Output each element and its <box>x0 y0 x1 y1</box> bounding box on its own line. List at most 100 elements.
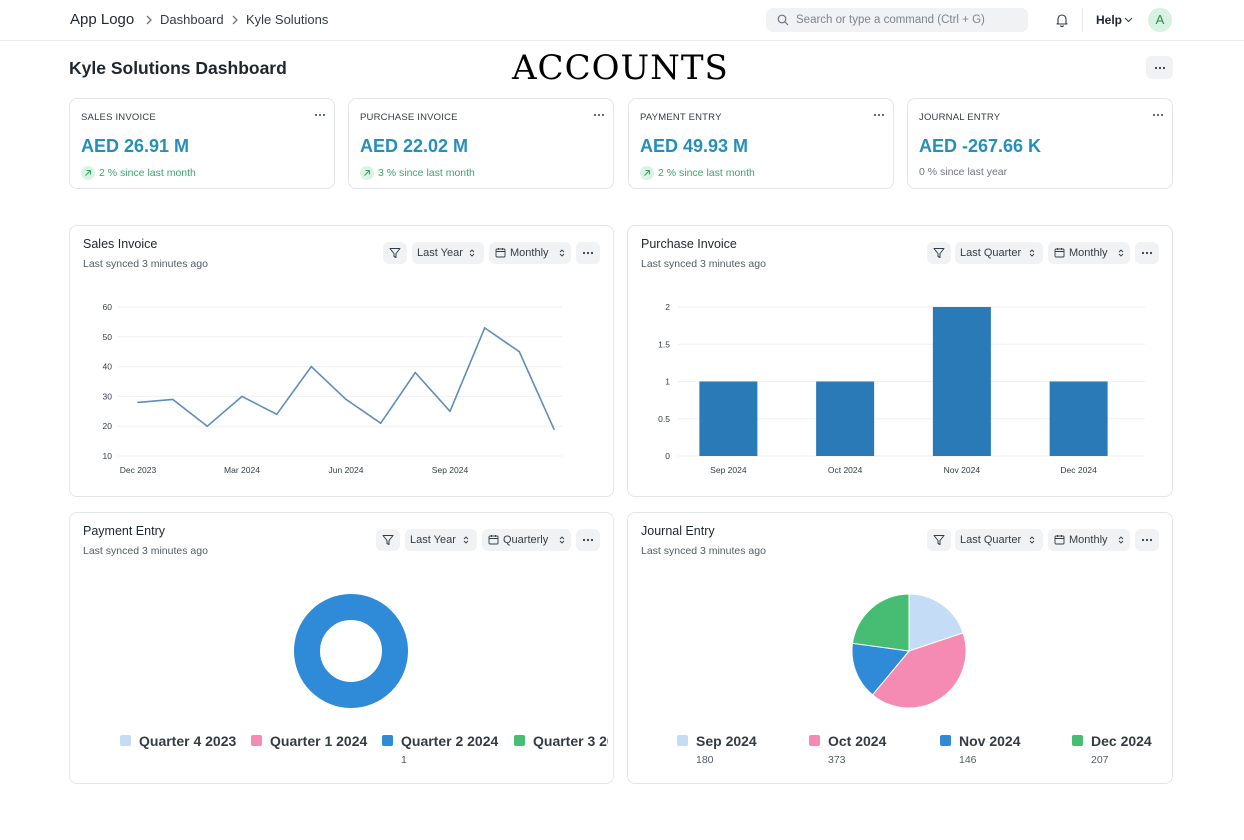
chart-more-button[interactable] <box>576 529 600 551</box>
period-select-value: Last Year <box>417 247 463 259</box>
legend-value: 180 <box>696 754 714 766</box>
chart-more-button[interactable] <box>1135 529 1159 551</box>
filter-icon <box>933 248 945 258</box>
search-input[interactable] <box>796 11 1021 29</box>
legend-swatch <box>382 735 393 746</box>
breadcrumb-dashboard[interactable]: Dashboard <box>160 12 224 27</box>
breadcrumb-kyle-solutions[interactable]: Kyle Solutions <box>246 12 329 27</box>
bar <box>699 381 758 456</box>
data-point <box>171 398 174 401</box>
legend-value: 207 <box>1091 754 1109 766</box>
y-tick-label: 1.5 <box>658 339 670 349</box>
data-point <box>483 327 486 329</box>
calendar-icon <box>488 535 499 545</box>
journal-entry-pie-chart: Sep 2024 180 Oct 2024 373 Nov 2024 146 Dec 202… <box>677 593 1152 766</box>
chart-card-payment-entry: Payment Entry Last synced 3 minutes ago … <box>69 512 614 784</box>
filter-icon <box>382 535 394 545</box>
trend-text: 3 % since last month <box>378 167 475 179</box>
x-tick-label: Sep 2024 <box>432 465 469 475</box>
sales-invoice-line-chart: 10 20 30 40 50 60 Dec 2023 Mar 2024 Jun 2024 Sep … <box>103 302 562 475</box>
legend-swatch <box>677 735 688 746</box>
interval-select[interactable]: Monthly <box>1048 242 1130 264</box>
number-card-journal-entry: JOURNAL ENTRY AED -267.66 K 0 % since la… <box>907 98 1173 189</box>
data-point <box>137 401 139 404</box>
legend-value: 1 <box>401 754 407 766</box>
chart-subtitle: Last synced 3 minutes ago <box>641 258 766 270</box>
x-tick-label: Jun 2024 <box>329 465 364 475</box>
legend-swatch <box>940 735 951 746</box>
page-more-button[interactable] <box>1146 56 1173 79</box>
more-horizontal-icon[interactable] <box>591 109 607 121</box>
number-card-title: SALES INVOICE <box>81 112 156 123</box>
more-horizontal-icon[interactable] <box>1150 109 1166 121</box>
data-point <box>345 398 347 401</box>
filter-button[interactable] <box>927 242 951 264</box>
data-point <box>241 395 243 398</box>
chart-card-sales-invoice: Sales Invoice Last synced 3 minutes ago … <box>69 225 614 497</box>
chart-more-button[interactable] <box>1135 242 1159 264</box>
legend-label: Quarter 1 2024 <box>270 733 367 749</box>
legend-swatch <box>514 735 525 746</box>
legend-swatch <box>809 735 820 746</box>
data-point <box>449 410 451 413</box>
more-horizontal-icon[interactable] <box>871 109 887 121</box>
data-point <box>275 413 278 416</box>
pie-slice <box>851 593 910 652</box>
app-logo[interactable]: App Logo <box>70 11 135 28</box>
chart-subtitle: Last synced 3 minutes ago <box>83 545 208 557</box>
number-card-title: PAYMENT ENTRY <box>640 112 722 123</box>
interval-select[interactable]: Quarterly <box>482 529 571 551</box>
interval-select[interactable]: Monthly <box>1048 529 1130 551</box>
filter-icon <box>389 248 401 258</box>
number-card-sales-invoice: SALES INVOICE AED 26.91 M 2 % since last… <box>69 98 335 189</box>
search-icon <box>777 14 789 26</box>
chart-card-purchase-invoice: Purchase Invoice Last synced 3 minutes a… <box>627 225 1173 497</box>
filter-button[interactable] <box>927 529 951 551</box>
pie-slice <box>908 593 964 652</box>
notification-bell-icon[interactable] <box>1054 12 1070 28</box>
y-tick-label: 50 <box>103 332 113 342</box>
period-select[interactable]: Last Year <box>405 529 477 551</box>
help-menu[interactable]: Help <box>1096 13 1123 27</box>
select-arrows-icon <box>559 536 565 544</box>
chart-more-button[interactable] <box>576 242 600 264</box>
more-horizontal-icon <box>1154 66 1165 69</box>
purchase-invoice-bar-chart: 0 0.5 1 1.5 2 Sep 2024 Oct 2024 Nov 2024 Dec 202… <box>658 302 1145 475</box>
avatar[interactable]: A <box>1148 8 1172 32</box>
y-tick-label: 10 <box>103 451 113 461</box>
chevron-down-icon[interactable] <box>1124 15 1133 24</box>
period-select[interactable]: Last Year <box>412 242 484 264</box>
arrow-up-right-icon <box>640 166 654 180</box>
filter-button[interactable] <box>376 529 400 551</box>
trend-text: 2 % since last month <box>99 167 196 179</box>
legend-label: Quarter 2 2024 <box>401 733 498 749</box>
data-point <box>206 425 209 427</box>
y-tick-label: 1 <box>665 377 670 387</box>
top-navbar: App Logo Dashboard Kyle Solutions Help A <box>0 0 1244 41</box>
y-tick-label: 20 <box>103 421 113 431</box>
period-select[interactable]: Last Quarter <box>955 529 1043 551</box>
y-tick-label: 30 <box>103 391 113 401</box>
period-select-value: Last Quarter <box>960 534 1022 546</box>
chart-card-journal-entry: Journal Entry Last synced 3 minutes ago … <box>627 512 1173 784</box>
x-tick-label: Oct 2024 <box>828 465 863 475</box>
legend-swatch <box>251 735 262 746</box>
interval-select[interactable]: Monthly <box>489 242 571 264</box>
legend-value: 373 <box>828 754 846 766</box>
more-horizontal-icon[interactable] <box>312 109 328 121</box>
y-tick-label: 0.5 <box>658 414 670 424</box>
interval-select-value: Quarterly <box>503 534 549 546</box>
legend-label: Quarter 4 2023 <box>139 733 236 749</box>
number-card-title: PURCHASE INVOICE <box>360 112 458 123</box>
trend-indicator: 0 % since last year <box>919 166 1007 180</box>
select-arrows-icon <box>1118 249 1124 257</box>
filter-button[interactable] <box>383 242 407 264</box>
period-select[interactable]: Last Quarter <box>955 242 1043 264</box>
legend-value: 146 <box>959 754 977 766</box>
trend-indicator: 2 % since last month <box>640 166 755 180</box>
chart-subtitle: Last synced 3 minutes ago <box>83 258 208 270</box>
donut-slice <box>294 594 408 708</box>
filter-icon <box>933 535 945 545</box>
x-tick-label: Sep 2024 <box>710 465 747 475</box>
search-bar[interactable] <box>766 8 1028 32</box>
